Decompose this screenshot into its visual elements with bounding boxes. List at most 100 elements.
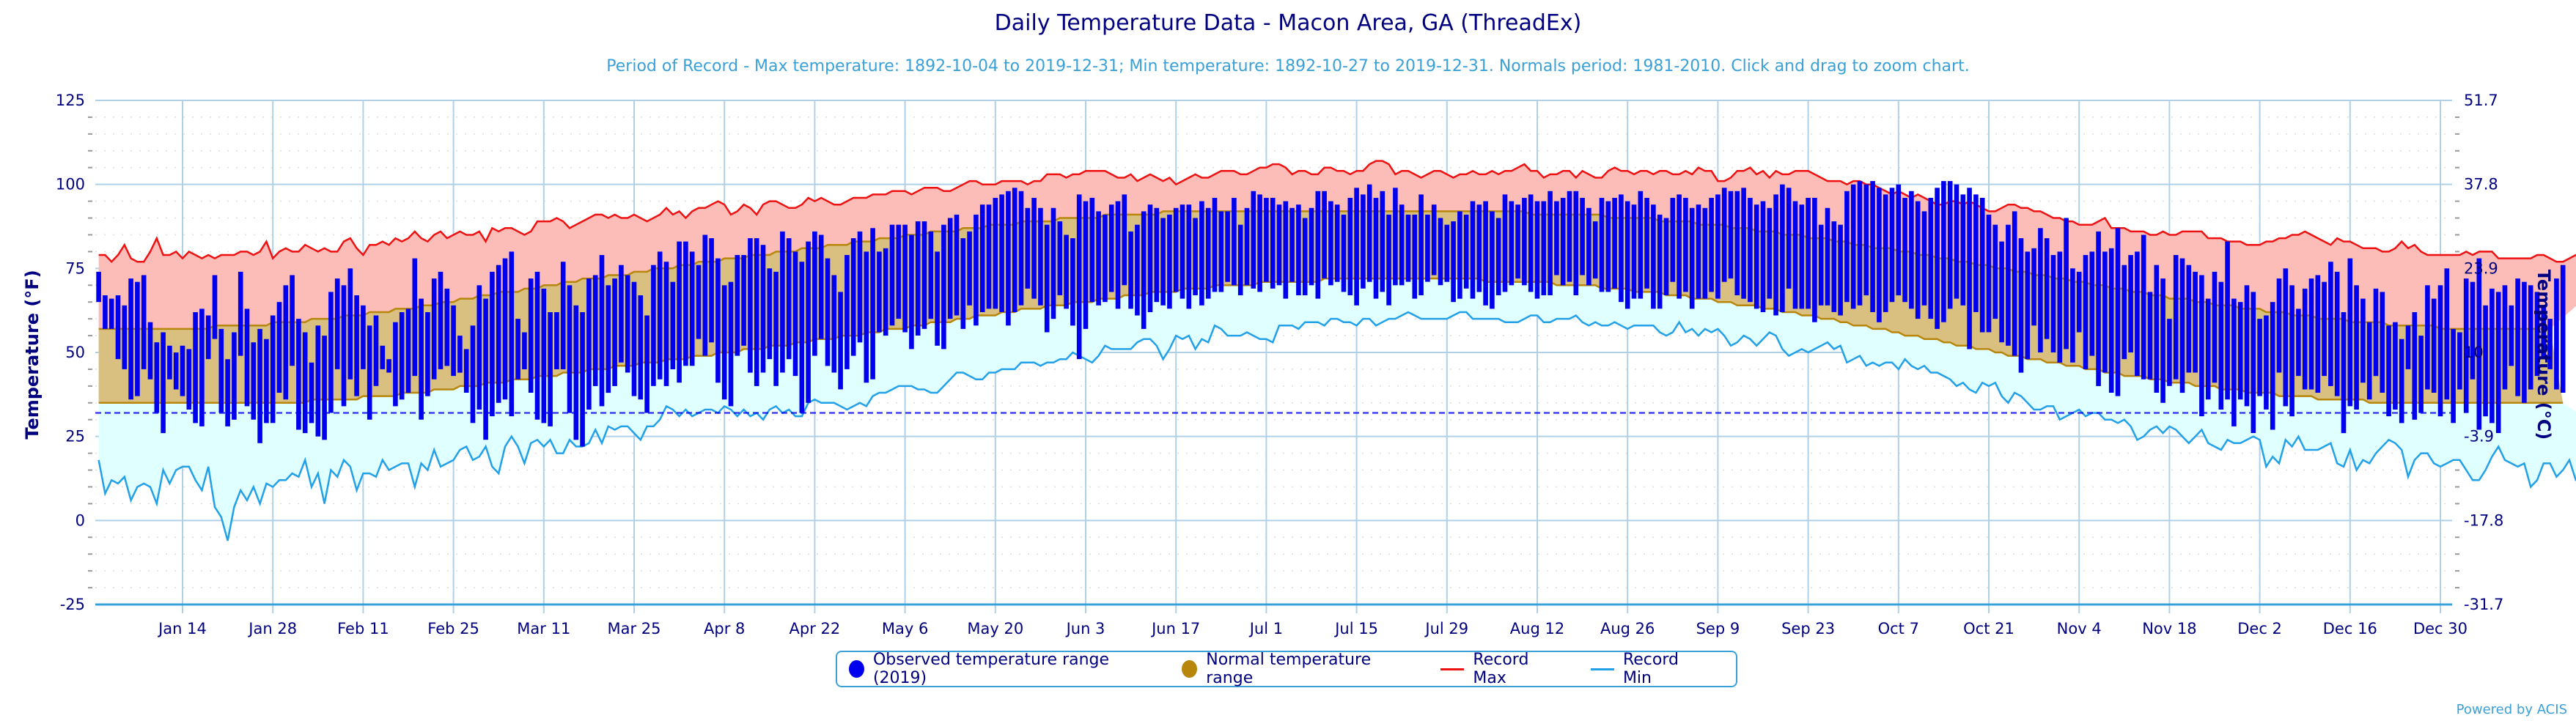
observed-bar[interactable] bbox=[780, 231, 785, 373]
observed-bar[interactable] bbox=[2296, 308, 2301, 377]
legend-item-record-max[interactable]: Record Max bbox=[1440, 651, 1563, 687]
observed-bar[interactable] bbox=[1302, 218, 1308, 296]
observed-bar[interactable] bbox=[806, 241, 811, 403]
observed-bar[interactable] bbox=[515, 319, 520, 380]
observed-bar[interactable] bbox=[825, 258, 831, 366]
observed-bar[interactable] bbox=[2315, 275, 2321, 393]
observed-bar[interactable] bbox=[1657, 214, 1663, 309]
observed-bar[interactable] bbox=[1141, 211, 1147, 329]
observed-bar[interactable] bbox=[1399, 204, 1405, 286]
observed-bar[interactable] bbox=[2437, 285, 2443, 417]
observed-bar[interactable] bbox=[1264, 198, 1269, 282]
observed-bar[interactable] bbox=[2031, 248, 2036, 326]
observed-bar[interactable] bbox=[1122, 194, 1127, 286]
observed-bar[interactable] bbox=[1232, 198, 1237, 286]
observed-bar[interactable] bbox=[2251, 292, 2256, 433]
observed-bar[interactable] bbox=[721, 285, 727, 400]
observed-bar[interactable] bbox=[1696, 204, 1701, 299]
observed-bar[interactable] bbox=[1006, 191, 1011, 326]
observed-bar[interactable] bbox=[1683, 198, 1688, 292]
observed-bar[interactable] bbox=[960, 238, 966, 329]
observed-bar[interactable] bbox=[2141, 234, 2146, 380]
observed-bar[interactable] bbox=[1619, 194, 1624, 303]
observed-bar[interactable] bbox=[1167, 214, 1172, 309]
observed-bar[interactable] bbox=[1103, 214, 1108, 303]
observed-bar[interactable] bbox=[580, 312, 585, 447]
observed-bar[interactable] bbox=[1135, 224, 1140, 316]
observed-bar[interactable] bbox=[670, 281, 676, 369]
observed-bar[interactable] bbox=[599, 255, 605, 407]
observed-bar[interactable] bbox=[296, 319, 301, 430]
observed-bar[interactable] bbox=[1244, 207, 1250, 286]
observed-bar[interactable] bbox=[1792, 201, 1798, 309]
observed-bar[interactable] bbox=[1741, 188, 1746, 299]
observed-bar[interactable] bbox=[1495, 218, 1501, 296]
observed-bar[interactable] bbox=[2218, 281, 2224, 410]
observed-bar[interactable] bbox=[167, 345, 172, 380]
observed-bar[interactable] bbox=[257, 328, 262, 443]
observed-bar[interactable] bbox=[1031, 198, 1037, 299]
observed-bar[interactable] bbox=[896, 224, 902, 319]
observed-bar[interactable] bbox=[108, 298, 114, 329]
observed-bar[interactable] bbox=[1999, 241, 2004, 343]
observed-bar[interactable] bbox=[1309, 207, 1314, 286]
observed-bar[interactable] bbox=[1715, 194, 1721, 299]
observed-bar[interactable] bbox=[1767, 207, 1773, 299]
observed-bar[interactable] bbox=[309, 362, 314, 424]
observed-bar[interactable] bbox=[1522, 198, 1527, 286]
observed-bar[interactable] bbox=[1573, 191, 1579, 295]
observed-bar[interactable] bbox=[1212, 198, 1218, 292]
observed-bar[interactable] bbox=[644, 315, 649, 413]
observed-bar[interactable] bbox=[205, 315, 211, 360]
observed-bar[interactable] bbox=[592, 275, 598, 386]
observed-bar[interactable] bbox=[2135, 251, 2140, 377]
observed-bar[interactable] bbox=[322, 336, 327, 440]
observed-bar[interactable] bbox=[1760, 201, 1766, 312]
observed-bar[interactable] bbox=[1909, 191, 1914, 309]
observed-bar[interactable] bbox=[2115, 228, 2121, 396]
observed-bar[interactable] bbox=[2451, 328, 2456, 424]
legend-item-record-min[interactable]: Record Min bbox=[1590, 651, 1708, 687]
observed-bar[interactable] bbox=[1902, 198, 1907, 303]
observed-bar[interactable] bbox=[1470, 201, 1476, 299]
observed-bar[interactable] bbox=[683, 241, 688, 366]
observed-bar[interactable] bbox=[1476, 204, 1482, 292]
observed-bar[interactable] bbox=[180, 345, 185, 396]
observed-bar[interactable] bbox=[509, 251, 515, 417]
observed-bar[interactable] bbox=[1180, 204, 1185, 299]
observed-bar[interactable] bbox=[1883, 194, 1888, 312]
observed-bar[interactable] bbox=[354, 295, 359, 396]
observed-bar[interactable] bbox=[251, 342, 257, 420]
observed-bar[interactable] bbox=[638, 295, 644, 400]
observed-bar[interactable] bbox=[380, 345, 386, 369]
observed-bar[interactable] bbox=[419, 298, 424, 420]
observed-bar[interactable] bbox=[1850, 184, 1856, 309]
observed-bar[interactable] bbox=[1780, 184, 1785, 312]
observed-bar[interactable] bbox=[412, 258, 418, 377]
observed-bar[interactable] bbox=[1979, 198, 1985, 333]
observed-bar[interactable] bbox=[2495, 292, 2501, 433]
observed-bar[interactable] bbox=[548, 312, 553, 426]
observed-bar[interactable] bbox=[1560, 198, 1566, 286]
observed-bar[interactable] bbox=[1799, 204, 1805, 309]
observed-bar[interactable] bbox=[870, 228, 875, 380]
observed-bar[interactable] bbox=[1877, 188, 1882, 322]
observed-bar[interactable] bbox=[1548, 191, 1553, 295]
observed-bar[interactable] bbox=[302, 332, 308, 434]
observed-bar[interactable] bbox=[1992, 224, 1998, 319]
observed-bar[interactable] bbox=[1567, 191, 1572, 282]
observed-bar[interactable] bbox=[2322, 281, 2327, 377]
observed-bar[interactable] bbox=[2515, 278, 2520, 396]
observed-bar[interactable] bbox=[1347, 198, 1353, 295]
observed-bar[interactable] bbox=[2470, 281, 2476, 380]
observed-bar[interactable] bbox=[2489, 288, 2495, 424]
observed-bar[interactable] bbox=[2360, 298, 2366, 383]
observed-bar[interactable] bbox=[1612, 198, 1617, 289]
observed-bar[interactable] bbox=[1386, 214, 1391, 306]
observed-bar[interactable] bbox=[1721, 188, 1727, 282]
observed-bar[interactable] bbox=[2128, 255, 2133, 352]
observed-bar[interactable] bbox=[2057, 251, 2063, 363]
observed-bar[interactable] bbox=[560, 262, 566, 369]
observed-bar[interactable] bbox=[1193, 218, 1198, 296]
observed-bar[interactable] bbox=[2308, 278, 2314, 390]
